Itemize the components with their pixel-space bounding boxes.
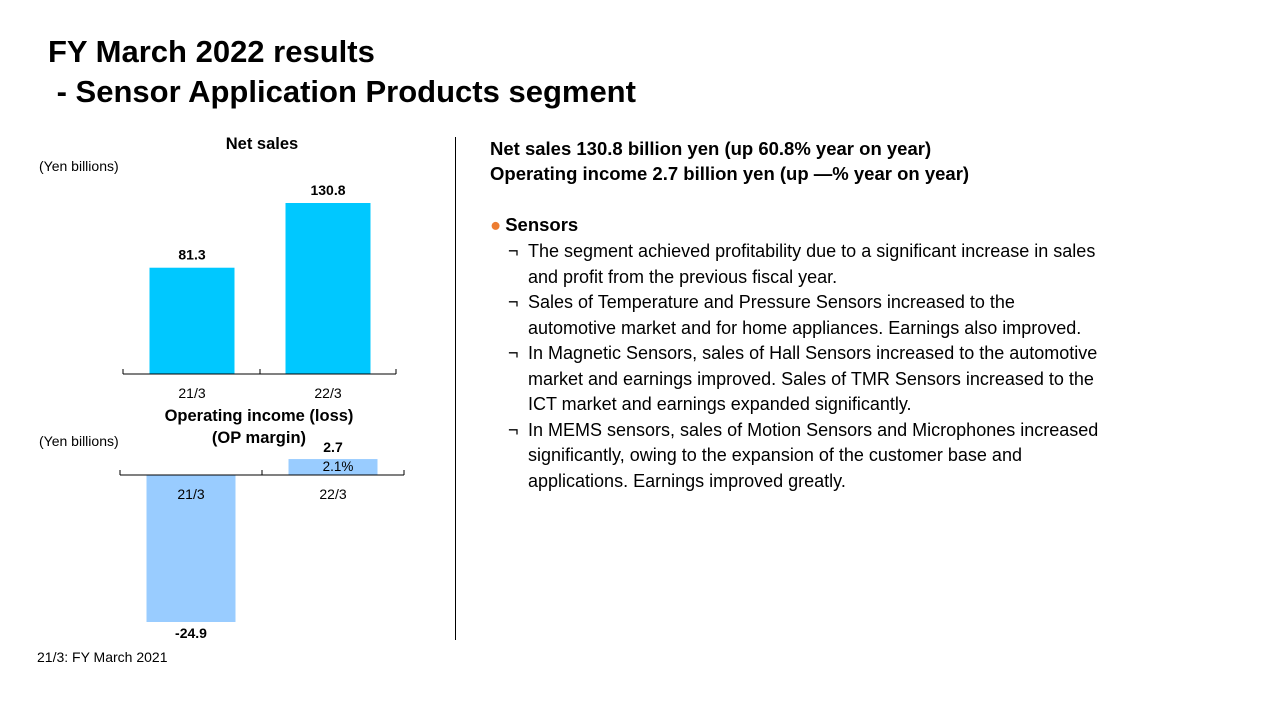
title-line-1: FY March 2022 results bbox=[48, 34, 375, 69]
net-sales-category-label: 21/3 bbox=[178, 385, 205, 401]
op-income-bar bbox=[288, 459, 378, 475]
list-item-line: Sales of Temperature and Pressure Sensor… bbox=[528, 292, 1015, 312]
net-sales-data-label: 81.3 bbox=[178, 247, 205, 263]
results-summary: Net sales 130.8 billion yen (up 60.8% ye… bbox=[490, 136, 969, 186]
net-sales-summary: Net sales 130.8 billion yen (up 60.8% ye… bbox=[490, 138, 932, 159]
op-income-unit-label: (Yen billions) bbox=[39, 433, 119, 449]
net-sales-bar bbox=[285, 203, 371, 374]
section-items: ¬ The segment achieved profitability due … bbox=[490, 239, 1250, 494]
item-marker: ¬ bbox=[508, 292, 519, 312]
list-item: ¬ The segment achieved profitability due … bbox=[490, 239, 1250, 290]
list-item-line: The segment achieved profitability due t… bbox=[528, 241, 1096, 261]
page-title: FY March 2022 results - Sensor Applicati… bbox=[48, 32, 636, 112]
op-income-data-label: -24.9 bbox=[175, 625, 207, 641]
net-sales-title: Net sales bbox=[226, 135, 298, 153]
title-line-2: - Sensor Application Products segment bbox=[48, 74, 636, 109]
op-income-category-label: 21/3 bbox=[177, 486, 204, 502]
list-item: ¬ Sales of Temperature and Pressure Senso… bbox=[490, 290, 1250, 341]
list-item-line: ICT market and earnings expanded signifi… bbox=[528, 394, 912, 414]
op-income-data-label: 2.7 bbox=[323, 439, 343, 455]
net-sales-data-label: 130.8 bbox=[310, 182, 345, 198]
op-income-subtitle: (OP margin) bbox=[212, 429, 306, 447]
section-heading: ● Sensors bbox=[490, 212, 1250, 237]
op-income-title: Operating income (loss) bbox=[165, 407, 354, 425]
op-income-category-label: 22/3 bbox=[319, 486, 346, 502]
net-sales-bar bbox=[149, 267, 235, 374]
op-income-chart: Operating income (loss) (OP margin) (Yen… bbox=[39, 407, 405, 641]
vertical-divider bbox=[455, 137, 456, 640]
op-margin-label: 2.1% bbox=[323, 459, 354, 474]
sensors-section: ● Sensors ¬ The segment achieved profitabi… bbox=[490, 212, 1250, 494]
list-item-line: automotive market and for home appliance… bbox=[528, 317, 1082, 338]
list-item-line: market and earnings improved. Sales of T… bbox=[528, 368, 1094, 389]
list-item-line: applications. Earnings improved greatly. bbox=[528, 470, 846, 491]
net-sales-unit-label: (Yen billions) bbox=[39, 158, 119, 174]
list-item: ¬ In MEMS sensors, sales of Motion Sensor… bbox=[490, 418, 1250, 495]
list-item-line: In MEMS sensors, sales of Motion Sensors… bbox=[528, 419, 1099, 440]
orange-bullet-icon: ● bbox=[490, 214, 502, 235]
item-marker: ¬ bbox=[508, 343, 519, 363]
footnote: 21/3: FY March 2021 bbox=[37, 649, 168, 665]
item-marker: ¬ bbox=[508, 241, 519, 261]
list-item-line: In Magnetic Sensors, sales of Hall Senso… bbox=[528, 343, 1098, 363]
operating-income-summary: Operating income 2.7 billion yen (up —% … bbox=[490, 163, 970, 184]
net-sales-category-label: 22/3 bbox=[314, 385, 341, 401]
list-item-line: and profit from the previous fiscal year… bbox=[528, 266, 838, 287]
item-marker: ¬ bbox=[508, 419, 519, 440]
op-income-bar bbox=[146, 475, 236, 622]
list-item-line: significantly, owing to the expansion of… bbox=[528, 445, 1022, 465]
list-item: ¬ In Magnetic Sensors, sales of Hall Sens… bbox=[490, 341, 1250, 418]
section-heading-text: Sensors bbox=[505, 214, 579, 235]
